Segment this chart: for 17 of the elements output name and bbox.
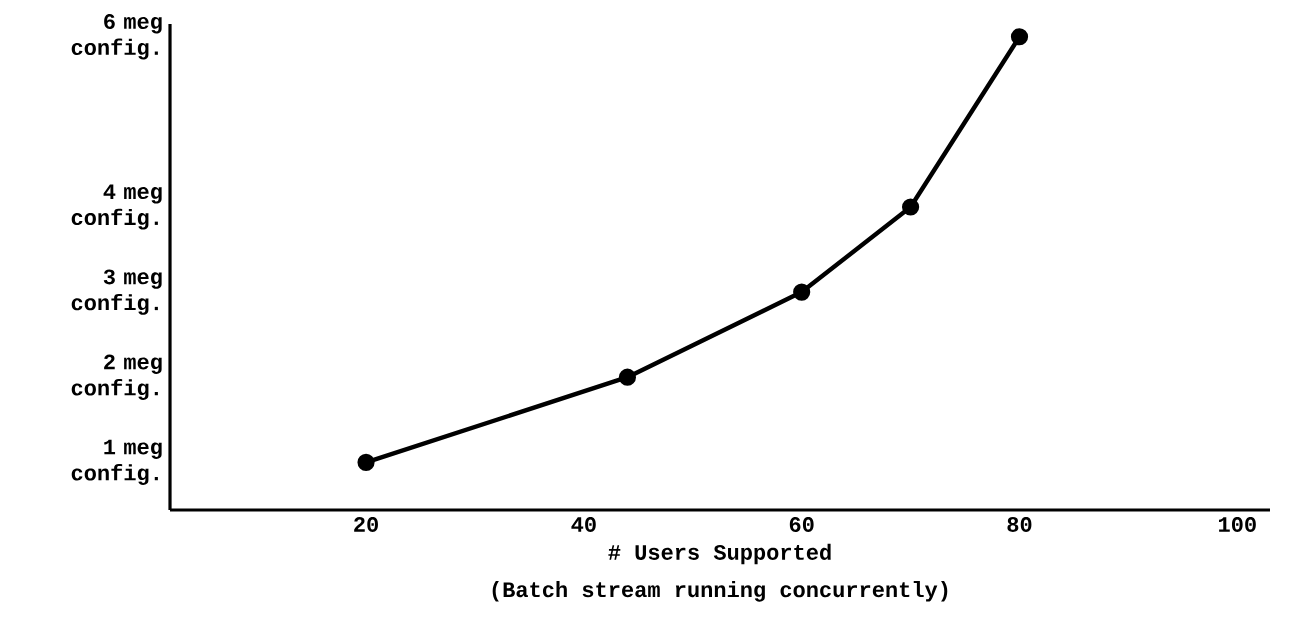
y-tick-label: 2 meg config.	[71, 354, 162, 400]
x-axis-title: # Users Supported	[608, 543, 831, 565]
point	[618, 368, 637, 386]
point	[357, 453, 375, 471]
x-tick-label: 40	[571, 517, 596, 532]
point	[793, 283, 811, 301]
x-tick-label: 60	[789, 517, 814, 532]
y-tick-label: 3 meg config.	[71, 269, 162, 315]
x-tick-label: 100	[1218, 517, 1256, 532]
text: (Batch stream running concurrently)	[492, 581, 948, 602]
x-tick-label: 80	[1007, 517, 1032, 532]
point	[1010, 28, 1029, 46]
x-tick-label: 20	[354, 517, 378, 532]
y-tick-label: 6 meg config.	[71, 14, 162, 60]
y-tick-label: 4 meg config.	[71, 184, 162, 230]
point	[902, 198, 920, 216]
y-tick-label: 1 meg config.	[71, 439, 162, 485]
